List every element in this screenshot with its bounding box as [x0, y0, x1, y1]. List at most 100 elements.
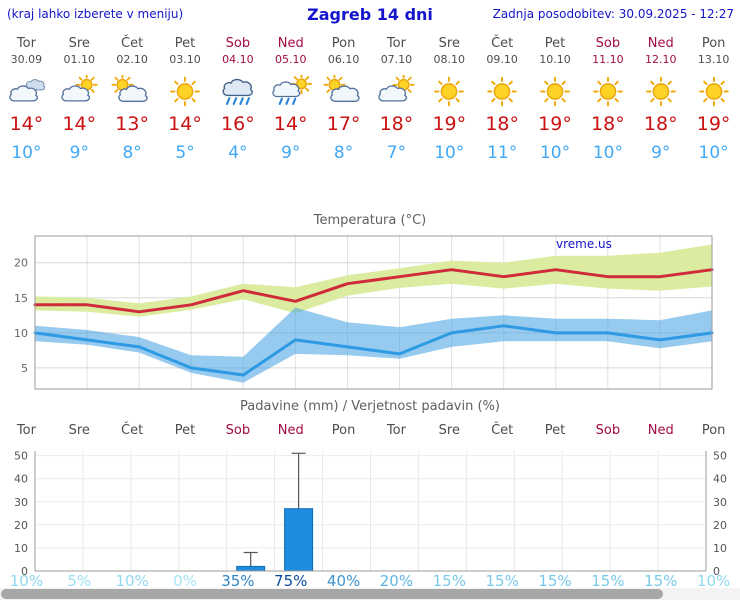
precip-day-label: Tor: [386, 423, 406, 438]
forecast-day-12.10: Ned 12.10 18° 9°: [634, 32, 687, 163]
temperature-chart: 5 10 15 20 vreme.us: [0, 229, 740, 395]
svg-text:50: 50: [14, 450, 28, 463]
cloud-sun-icon: [111, 75, 148, 103]
svg-text:30: 30: [14, 496, 28, 509]
day-min-temperature: 8°: [333, 143, 354, 163]
forecast-day-06.10: Pon 06.10 17° 8°: [317, 32, 370, 163]
sun-icon: [698, 76, 729, 107]
forecast-day-03.10: Pet 03.10 14° 5°: [159, 32, 212, 163]
day-name: Sob: [225, 36, 251, 51]
precip-day-label: Tor: [16, 423, 36, 438]
svg-text:20: 20: [14, 257, 28, 270]
svg-text:15: 15: [14, 292, 28, 305]
day-max-temperature: 13°: [115, 113, 149, 135]
precip-probability: 5%: [67, 572, 92, 590]
day-name: Čet: [491, 36, 514, 51]
day-min-temperature: 5°: [175, 143, 195, 163]
day-max-temperature: 18°: [643, 113, 678, 135]
weather-icon-slot: [423, 75, 476, 109]
day-max-temperature: 19°: [538, 113, 572, 135]
weather-icon-slot: [581, 75, 634, 109]
day-min-temperature: 9°: [651, 143, 671, 163]
day-max-temperature: 19°: [432, 113, 467, 135]
day-min-temperature: 10°: [698, 143, 729, 163]
precip-day-label: Sob: [595, 423, 621, 438]
weather-icon-slot: [634, 75, 687, 109]
location-hint: (kraj lahko izberete v meniju): [7, 7, 184, 21]
forecast-day-04.10: Sob 04.10 16° 4°: [211, 32, 264, 163]
day-max-temperature: 17°: [326, 113, 361, 135]
day-name: Ned: [647, 36, 674, 51]
precip-day-label: Pet: [544, 423, 566, 438]
forecast-day-30.09: Tor 30.09 14° 10°: [0, 32, 53, 163]
day-date: 06.10: [327, 53, 360, 66]
day-date: 07.10: [380, 53, 413, 66]
horizontal-scrollbar[interactable]: [0, 588, 740, 600]
cloudy-icon: [9, 79, 46, 102]
day-name: Sre: [68, 36, 90, 51]
day-date: 02.10: [116, 53, 148, 66]
precip-probability: 15%: [591, 572, 625, 590]
scrollbar-thumb[interactable]: [1, 589, 663, 599]
sun-icon: [645, 76, 676, 107]
day-date: 04.10: [222, 53, 254, 66]
day-date: 13.10: [697, 53, 730, 66]
svg-text:10: 10: [14, 327, 28, 340]
precip-day-label: Čet: [491, 423, 514, 438]
weather-icon-slot: [53, 75, 106, 109]
svg-text:0: 0: [713, 565, 720, 578]
day-max-temperature: 19°: [696, 113, 731, 135]
precip-probability: 10%: [696, 572, 731, 590]
forecast-day-13.10: Pon 13.10 19° 10°: [687, 32, 740, 163]
day-date: 30.09: [10, 53, 43, 66]
forecast-day-07.10: Tor 07.10 18° 7°: [370, 32, 423, 163]
precip-day-label: Pet: [174, 423, 196, 438]
svg-text:0: 0: [21, 565, 28, 578]
day-min-temperature: 8°: [122, 143, 142, 163]
day-min-temperature: 10°: [592, 143, 623, 163]
precip-probability: 20%: [379, 572, 414, 590]
sun-icon: [434, 76, 465, 107]
precip-probability: 75%: [274, 572, 308, 590]
forecast-day-11.10: Sob 11.10 18° 10°: [581, 32, 634, 163]
day-min-temperature: 10°: [434, 143, 465, 163]
precipitation-chart-title: Padavine (mm) / Verjetnost padavin (%): [240, 399, 500, 414]
sun-icon: [593, 76, 623, 107]
precip-probability: 35%: [221, 572, 255, 590]
day-max-temperature: 14°: [273, 113, 308, 135]
day-name: Sre: [438, 36, 460, 51]
weather-icon-slot: [159, 75, 212, 109]
day-max-temperature: 16°: [221, 113, 255, 135]
sun-cloud-icon: [61, 75, 98, 102]
day-min-temperature: 10°: [539, 143, 571, 163]
sun-icon: [170, 76, 200, 107]
forecast-day-01.10: Sre 01.10 14° 9°: [53, 32, 106, 163]
precip-probability: 15%: [644, 572, 678, 590]
day-date: 03.10: [169, 53, 201, 66]
forecast-day-10.10: Pet 10.10 19° 10°: [529, 32, 582, 163]
day-max-temperature: 14°: [9, 113, 44, 135]
forecast-day-08.10: Sre 08.10 19° 10°: [423, 32, 476, 163]
precip-probability: 15%: [538, 572, 572, 590]
precip-probability: 10%: [9, 572, 44, 590]
precip-day-label: Čet: [121, 423, 144, 438]
precipitation-chart: 0 0 10 10 20 20 30 30 40 40 50 50: [0, 443, 740, 579]
day-name: Tor: [16, 36, 36, 51]
weather-icon-slot: [370, 75, 423, 109]
sun-rain-icon: [272, 75, 312, 105]
watermark: vreme.us: [556, 237, 612, 251]
day-name: Čet: [121, 36, 144, 51]
day-date: 01.10: [63, 53, 96, 66]
day-name: Pet: [174, 36, 196, 51]
svg-text:10: 10: [713, 542, 727, 555]
day-max-temperature: 18°: [379, 113, 414, 135]
day-min-temperature: 9°: [69, 143, 89, 163]
day-min-temperature: 4°: [228, 143, 248, 163]
precip-probability: 15%: [485, 572, 519, 590]
precip-day-label: Ned: [647, 423, 674, 438]
weather-icon-slot: [317, 75, 370, 109]
day-name: Pon: [701, 36, 726, 51]
precip-day-label: Sre: [438, 423, 460, 438]
sun-icon: [487, 76, 517, 107]
day-name: Ned: [277, 36, 304, 51]
